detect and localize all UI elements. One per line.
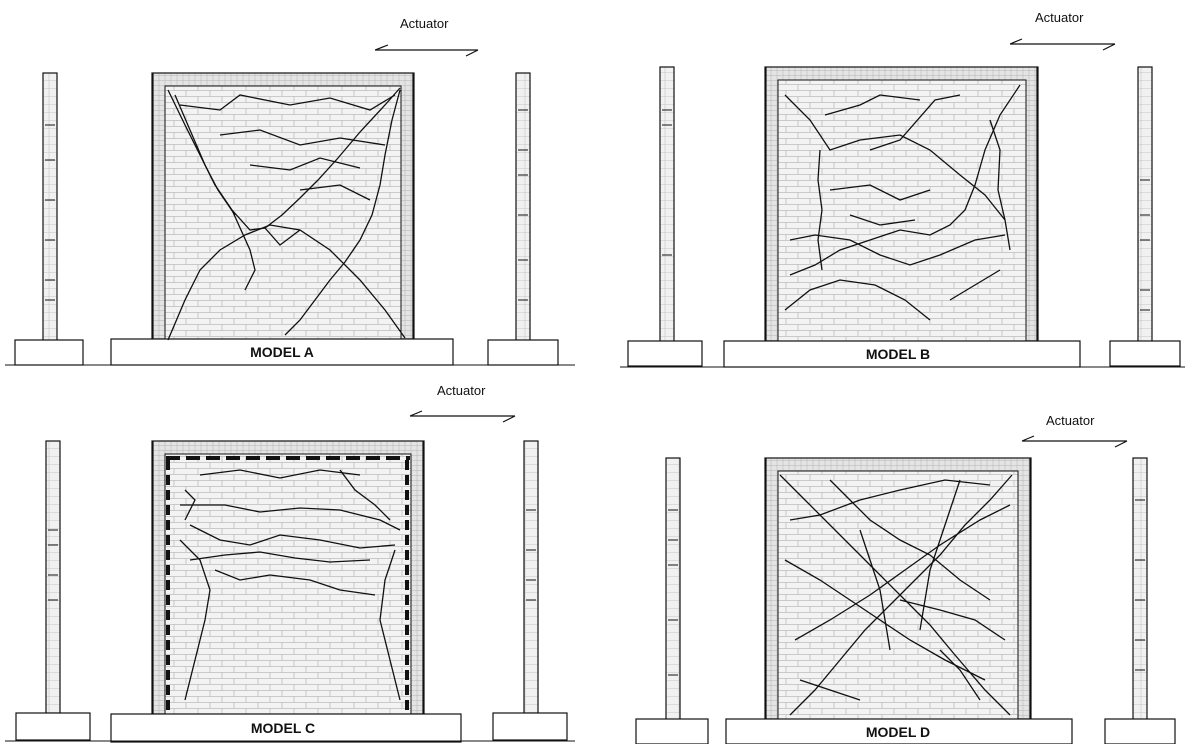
foundation-beam (723, 340, 1081, 368)
panel-model-c: Actuator (15, 383, 568, 743)
panel-title: MODEL A (250, 344, 314, 360)
actuator-label: Actuator (437, 383, 486, 398)
side-column-right (1109, 66, 1181, 367)
panel-title: MODEL C (251, 720, 315, 736)
side-column-right (1104, 457, 1176, 744)
actuator-arrow: Actuator (1021, 413, 1128, 448)
side-column-left (14, 72, 84, 366)
side-column-left (15, 440, 91, 741)
panel-title: MODEL D (866, 724, 930, 740)
crack-lines (779, 474, 1013, 716)
actuator-label: Actuator (1046, 413, 1095, 428)
side-column-right (492, 440, 568, 741)
side-column-left (627, 66, 703, 367)
foundation-beam (110, 338, 454, 366)
wall-specimen (723, 66, 1081, 368)
actuator-label: Actuator (1035, 10, 1084, 25)
panel-model-b: Actuator (627, 10, 1181, 368)
actuator-label: Actuator (400, 16, 449, 31)
panel-model-d: Actuator (635, 413, 1176, 744)
crack-lines (784, 84, 1021, 321)
wall-specimen (110, 440, 462, 743)
panel-model-a: Actuator (14, 16, 559, 366)
actuator-arrow: Actuator (374, 16, 479, 57)
foundation-beam (725, 718, 1073, 744)
foundation-beam (110, 713, 462, 743)
crack-lines (179, 469, 401, 701)
actuator-arrow: Actuator (409, 383, 516, 423)
side-column-right (487, 72, 559, 366)
side-column-left (635, 457, 709, 744)
panel-title: MODEL B (866, 346, 930, 362)
actuator-arrow: Actuator (1009, 10, 1116, 51)
wall-specimen (110, 72, 454, 366)
ground-lines (5, 364, 1185, 742)
crack-lines (167, 87, 406, 341)
wall-specimen (725, 457, 1073, 744)
